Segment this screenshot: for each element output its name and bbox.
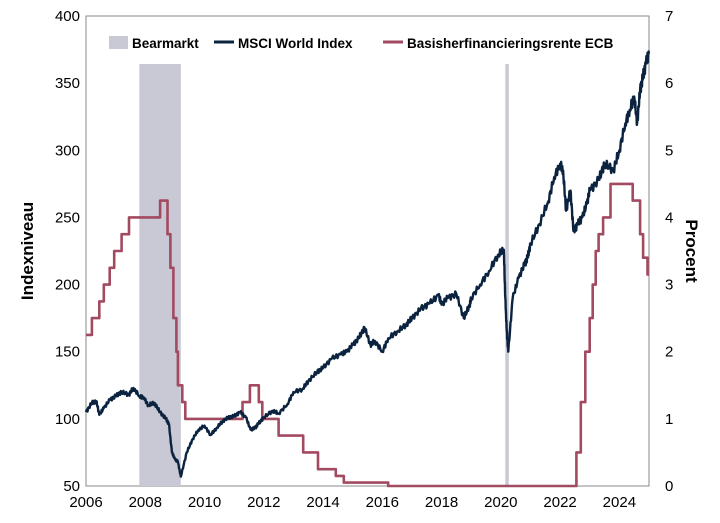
legend: Bearmarkt MSCI World Index Basisherfinan… [109,36,614,51]
x-tick-label: 2006 [69,494,102,511]
y-tick-label: 300 [55,142,80,159]
y-tick-label: 400 [55,8,80,25]
ecb-rate-line [86,182,649,488]
y-tick-label: 100 [55,411,80,428]
y2-tick-label: 4 [665,209,673,226]
y-axis-ticks: 50 100 150 200 250 300 350 400 [55,8,80,495]
legend-msci-label: MSCI World Index [238,36,353,51]
y2-tick-label: 1 [665,411,673,428]
y-tick-label: 250 [55,209,80,226]
y2-tick-label: 0 [665,478,673,495]
y2-axis-title: Procent [682,219,701,283]
y-axis-title: Indexniveau [18,202,37,300]
y2-axis-ticks: 0 1 2 3 4 5 6 7 [665,8,673,495]
x-axis-ticks: 2006 2008 2010 2012 2014 2016 2018 2020 2022 2024 [69,494,636,511]
y2-tick-label: 2 [665,344,673,361]
y2-tick-label: 5 [665,142,673,159]
legend-bear-label: Bearmarkt [132,36,199,51]
x-tick-label: 2010 [188,494,221,511]
y2-tick-label: 6 [665,75,673,92]
x-tick-label: 2014 [306,494,339,511]
x-tick-label: 2016 [366,494,399,511]
legend-ecb-label: Basisherfinancieringsrente ECB [407,36,614,51]
y2-tick-label: 3 [665,277,673,294]
y-tick-label: 150 [55,344,80,361]
x-tick-label: 2018 [425,494,458,511]
y-tick-label: 350 [55,75,80,92]
bear-market-band-2 [505,64,509,486]
y2-tick-label: 7 [665,8,673,25]
legend-bear-swatch [109,36,128,49]
y-tick-label: 200 [55,277,80,294]
x-tick-label: 2008 [129,494,162,511]
x-tick-label: 2022 [543,494,576,511]
x-tick-label: 2020 [484,494,517,511]
x-tick-label: 2024 [603,494,636,511]
x-tick-label: 2012 [247,494,280,511]
y-tick-label: 50 [63,478,80,495]
msci-world-line [84,50,651,478]
